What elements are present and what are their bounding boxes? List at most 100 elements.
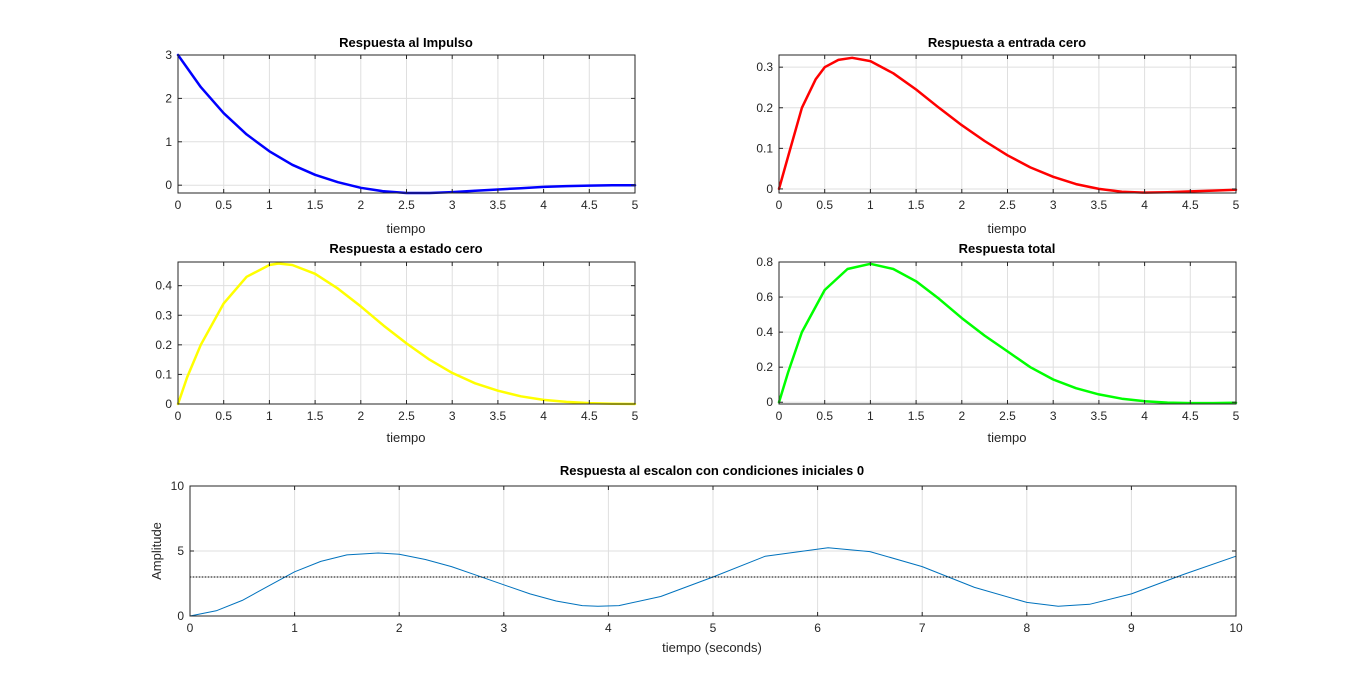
x-tick-label: 4.5 — [581, 409, 598, 423]
subplot-step-response: 0 1 2 3 4 5 6 7 8 9 10 0 5 10 Respuesta al escalon co… — [149, 463, 1243, 655]
x-tick-label: 8 — [1023, 621, 1030, 635]
plot-title: Respuesta al Impulso — [339, 35, 473, 50]
x-tick-label: 2.5 — [398, 198, 415, 212]
y-tick-label: 0 — [165, 397, 172, 411]
x-tick-label: 0 — [175, 409, 182, 423]
x-axis-label: tiempo — [386, 430, 425, 445]
x-tick-label: 6 — [814, 621, 821, 635]
y-tick-label: 5 — [177, 544, 184, 558]
y-tick-label: 0 — [766, 395, 773, 409]
x-tick-label: 2 — [958, 198, 965, 212]
x-tick-label: 2.5 — [999, 409, 1016, 423]
plot-area: 0 0.5 1 1.5 2 2.5 3 3.5 4 4.5 5 0 0.2 0.4 0.6 0.8 — [756, 255, 1239, 423]
x-tick-label: 2 — [396, 621, 403, 635]
x-tick-label: 3 — [449, 409, 456, 423]
x-axis-label: tiempo (seconds) — [662, 640, 762, 655]
x-tick-label: 0.5 — [816, 198, 833, 212]
x-tick-label: 0.5 — [215, 198, 232, 212]
x-tick-label: 4 — [540, 409, 547, 423]
y-tick-label: 0.8 — [756, 255, 773, 269]
x-tick-label: 1 — [266, 198, 273, 212]
x-axis-label: tiempo — [987, 430, 1026, 445]
y-tick-label: 0 — [766, 182, 773, 196]
y-tick-label: 0 — [165, 178, 172, 192]
y-tick-label: 0 — [177, 609, 184, 623]
x-tick-label: 4.5 — [1182, 409, 1199, 423]
x-tick-label: 5 — [632, 198, 639, 212]
series-line — [189, 547, 1237, 617]
x-tick-label: 2.5 — [999, 198, 1016, 212]
x-tick-label: 4 — [1141, 409, 1148, 423]
y-tick-label: 10 — [171, 479, 185, 493]
y-tick-label: 3 — [165, 48, 172, 62]
x-axis-label: tiempo — [386, 221, 425, 236]
x-tick-label: 3 — [500, 621, 507, 635]
x-tick-label: 9 — [1128, 621, 1135, 635]
y-tick-label: 0.6 — [756, 290, 773, 304]
x-tick-label: 4 — [540, 198, 547, 212]
x-tick-label: 3 — [1050, 198, 1057, 212]
y-tick-label: 0.2 — [155, 338, 172, 352]
x-tick-label: 5 — [710, 621, 717, 635]
x-tick-label: 4 — [605, 621, 612, 635]
x-tick-label: 2.5 — [398, 409, 415, 423]
series-line — [176, 262, 637, 406]
y-tick-label: 0.2 — [756, 101, 773, 115]
x-tick-label: 0 — [776, 198, 783, 212]
x-tick-label: 0 — [187, 621, 194, 635]
x-tick-label: 1 — [266, 409, 273, 423]
subplot-impulse-response: 0 0.5 1 1.5 2 2.5 3 3.5 4 4.5 5 0 1 2 3 Respuesta al I… — [165, 35, 638, 236]
x-tick-label: 2 — [357, 409, 364, 423]
x-tick-label: 3.5 — [490, 198, 507, 212]
y-tick-label: 0.3 — [155, 308, 172, 322]
x-tick-label: 5 — [1233, 198, 1240, 212]
x-tick-label: 2 — [357, 198, 364, 212]
y-tick-label: 1 — [165, 135, 172, 149]
plot-title: Respuesta al escalon con condiciones ini… — [560, 463, 864, 478]
x-axis-label: tiempo — [987, 221, 1026, 236]
plot-area: 0 0.5 1 1.5 2 2.5 3 3.5 4 4.5 5 0 0.1 0.2 0.3 0.4 — [155, 261, 639, 423]
plot-title: Respuesta total — [959, 241, 1056, 256]
x-tick-label: 1 — [291, 621, 298, 635]
x-tick-label: 1.5 — [307, 198, 324, 212]
plot-area: 0 0.5 1 1.5 2 2.5 3 3.5 4 4.5 5 0 0.1 0.2 0.3 — [756, 54, 1240, 212]
x-tick-label: 5 — [632, 409, 639, 423]
x-tick-label: 1.5 — [908, 198, 925, 212]
plot-title: Respuesta a estado cero — [329, 241, 482, 256]
y-tick-label: 0.4 — [756, 325, 773, 339]
x-tick-label: 3.5 — [490, 409, 507, 423]
plot-area: 0 1 2 3 4 5 6 7 8 9 10 0 5 10 — [171, 479, 1243, 635]
x-tick-label: 1.5 — [908, 409, 925, 423]
y-tick-label: 0.4 — [155, 279, 172, 293]
x-tick-label: 3.5 — [1091, 198, 1108, 212]
y-tick-label: 0.3 — [756, 60, 773, 74]
x-tick-label: 1 — [867, 409, 874, 423]
plot-title: Respuesta a entrada cero — [928, 35, 1086, 50]
series-line — [777, 262, 1238, 405]
x-tick-label: 2 — [958, 409, 965, 423]
plot-area: 0 0.5 1 1.5 2 2.5 3 3.5 4 4.5 5 0 1 2 3 — [165, 48, 638, 212]
y-tick-label: 0.2 — [756, 360, 773, 374]
x-tick-label: 4.5 — [581, 198, 598, 212]
x-tick-label: 3.5 — [1091, 409, 1108, 423]
y-tick-label: 2 — [165, 91, 172, 105]
x-tick-label: 7 — [919, 621, 926, 635]
x-tick-label: 0 — [175, 198, 182, 212]
x-tick-label: 0 — [776, 409, 783, 423]
x-tick-label: 0.5 — [816, 409, 833, 423]
x-tick-label: 1 — [867, 198, 874, 212]
y-tick-label: 0.1 — [155, 367, 172, 381]
x-tick-label: 4 — [1141, 198, 1148, 212]
x-tick-label: 4.5 — [1182, 198, 1199, 212]
subplot-zero-state-response: 0 0.5 1 1.5 2 2.5 3 3.5 4 4.5 5 0 0.1 0.2 0.3 0.4 Respu… — [155, 241, 638, 445]
x-tick-label: 3 — [449, 198, 456, 212]
x-tick-label: 0.5 — [215, 409, 232, 423]
subplot-zero-input-response: 0 0.5 1 1.5 2 2.5 3 3.5 4 4.5 5 0 0.1 0.2 0.3 Respuest… — [756, 35, 1239, 236]
x-tick-label: 3 — [1050, 409, 1057, 423]
x-tick-label: 5 — [1233, 409, 1240, 423]
y-axis-label: Amplitude — [149, 522, 164, 580]
y-tick-label: 0.1 — [756, 141, 773, 155]
x-tick-label: 1.5 — [307, 409, 324, 423]
